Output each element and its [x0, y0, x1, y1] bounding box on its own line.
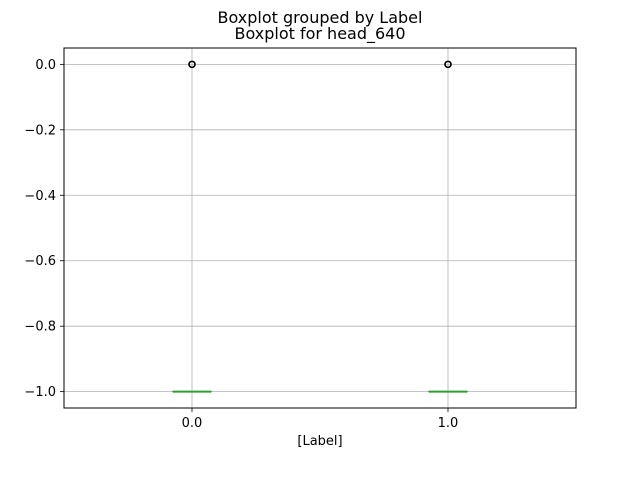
y-tick-label: −0.4 [24, 189, 56, 204]
y-tick-label: 0.0 [35, 58, 56, 73]
y-tick-label: −0.2 [24, 123, 56, 138]
y-tick-label: −0.6 [24, 254, 56, 269]
chart-title: Boxplot for head_640 [234, 24, 406, 43]
x-axis-label: [Label] [297, 434, 343, 449]
tick-layer: 0.0 −0.2 −0.4 −0.6 −0.8 −1.0 0.0 1.0 [24, 58, 458, 431]
chart-suptitle: Boxplot grouped by Label [217, 8, 423, 27]
y-tick-label: −0.8 [24, 320, 56, 335]
grid-layer [64, 48, 576, 408]
outlier-point [188, 60, 196, 69]
x-tick-label: 0.0 [182, 416, 203, 431]
outlier-point [444, 60, 452, 69]
y-tick-label: −1.0 [24, 385, 56, 400]
x-tick-label: 1.0 [438, 416, 459, 431]
plot-frame [63, 47, 577, 409]
marks-layer [172, 60, 468, 393]
